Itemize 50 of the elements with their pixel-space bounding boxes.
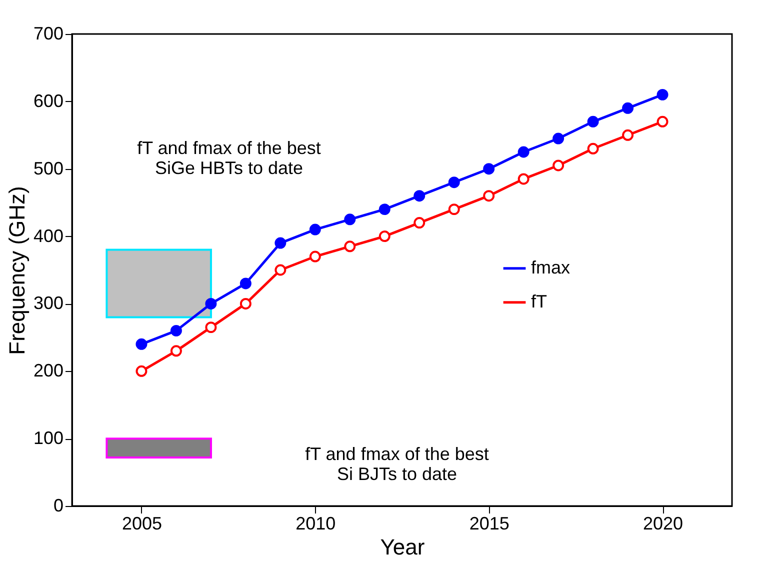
x-tick-label: 2020: [643, 514, 684, 534]
y-tick-label: 100: [33, 428, 64, 448]
x-tick-label: 2005: [122, 514, 162, 534]
x-axis-title: Year: [380, 534, 425, 560]
point: [587, 142, 599, 154]
y-tick-label: 600: [33, 90, 64, 111]
point: [622, 129, 634, 141]
x-tick-label: 2015: [469, 514, 510, 534]
point: [170, 345, 182, 357]
point: [378, 204, 390, 216]
point: [552, 132, 564, 144]
point: [448, 204, 460, 216]
point: [656, 88, 668, 100]
point: [205, 322, 217, 334]
point: [274, 264, 286, 276]
x-tick-label: 2010: [296, 514, 336, 534]
point: [483, 163, 495, 175]
legend-label: fT: [531, 291, 547, 312]
point: [378, 230, 390, 242]
point: [136, 365, 148, 377]
point: [170, 324, 182, 336]
y-tick-label: 200: [33, 360, 64, 381]
y-axis-title: Frequency (GHz): [4, 186, 30, 355]
point: [344, 214, 356, 226]
point: [656, 116, 668, 128]
legend-label: fmax: [531, 257, 570, 278]
point: [483, 190, 495, 202]
y-tick-label: 500: [33, 158, 64, 178]
point: [518, 173, 530, 185]
annotation: fT and fmax of the best Si BJTs to date: [305, 444, 489, 484]
point: [240, 278, 252, 290]
annotation: fT and fmax of the best SiGe HBTs to date: [137, 138, 321, 178]
point: [309, 224, 321, 236]
y-tick-label: 700: [33, 24, 64, 44]
point: [414, 190, 426, 202]
point: [136, 338, 148, 350]
y-tick-label: 300: [33, 293, 64, 314]
point: [448, 176, 460, 188]
point: [622, 102, 634, 114]
point: [587, 116, 599, 128]
point: [344, 240, 356, 252]
point: [518, 146, 530, 158]
point: [309, 250, 321, 262]
point: [240, 298, 252, 310]
point: [552, 160, 564, 172]
point: [414, 217, 426, 229]
point: [205, 298, 217, 310]
point: [274, 237, 286, 249]
y-tick-label: 0: [53, 496, 64, 516]
y-tick-label: 400: [33, 226, 64, 246]
